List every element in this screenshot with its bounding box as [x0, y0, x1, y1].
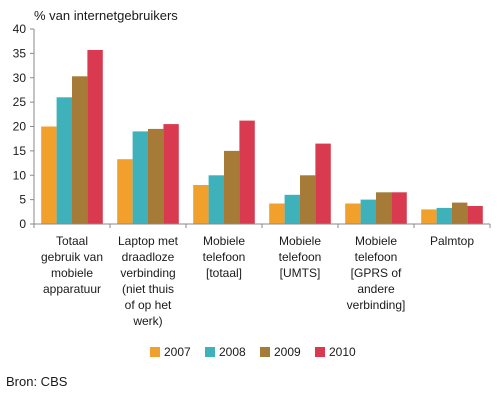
- bar-2010-cat-1: [163, 124, 179, 224]
- x-category-label: telefoon: [355, 250, 398, 264]
- bar-2009-cat-3: [300, 175, 316, 225]
- y-tick-label: 30: [13, 71, 27, 85]
- legend-swatch-2008: [205, 347, 215, 357]
- x-category-label: verbinding]: [347, 298, 406, 312]
- y-tick-label: 25: [13, 95, 27, 109]
- bar-2008-cat-0: [56, 97, 72, 225]
- y-axis-ticks: 0 5 10 15 20 25 30 35 40: [13, 22, 34, 231]
- legend-swatch-2009: [260, 347, 270, 357]
- x-category-label: Mobiele: [203, 234, 245, 248]
- source-note: Bron: CBS: [6, 374, 68, 389]
- bar-2007-cat-0: [41, 126, 57, 224]
- y-tick-label: 35: [13, 46, 27, 60]
- x-category-label: Mobiele: [355, 234, 397, 248]
- x-category-label: werk): [132, 314, 162, 328]
- x-category-label: gebruik van: [41, 250, 103, 264]
- bar-2008-cat-5: [436, 207, 452, 224]
- bars: [33, 50, 491, 228]
- bar-2007-cat-4: [345, 203, 361, 224]
- legend-label-2009: 2009: [274, 345, 301, 359]
- bar-2009-cat-5: [452, 202, 468, 224]
- bar-2007-cat-5: [421, 209, 437, 224]
- legend-label-2010: 2010: [329, 345, 356, 359]
- y-tick-label: 5: [19, 193, 26, 207]
- x-category-label: verbinding: [120, 266, 175, 280]
- y-tick-label: 15: [13, 144, 27, 158]
- bar-2010-cat-5: [467, 206, 483, 224]
- y-tick-label: 10: [13, 168, 27, 182]
- bar-2008-cat-1: [132, 131, 148, 224]
- bar-2010-cat-3: [315, 143, 331, 224]
- legend-swatch-2007: [150, 347, 160, 357]
- bar-2010-cat-0: [87, 50, 103, 224]
- bar-2007-cat-1: [117, 159, 133, 224]
- x-category-label: mobiele: [51, 266, 93, 280]
- legend: 2007 2008 2009 2010: [150, 345, 356, 359]
- bar-2008-cat-3: [284, 194, 300, 225]
- bar-2007-cat-3: [269, 203, 285, 224]
- x-category-label: Totaal: [56, 234, 88, 248]
- y-tick-label: 0: [19, 217, 26, 231]
- legend-label-2007: 2007: [164, 345, 191, 359]
- bar-2010-cat-4: [391, 192, 407, 224]
- bar-2007-cat-2: [193, 185, 209, 224]
- x-category-label: Mobiele: [279, 234, 321, 248]
- x-category-label: Palmtop: [430, 234, 474, 248]
- x-category-label: [UMTS]: [280, 266, 321, 280]
- x-category-label: [GPRS of: [351, 266, 402, 280]
- bar-2009-cat-1: [148, 128, 164, 224]
- x-category-label: Laptop met: [118, 234, 179, 248]
- legend-label-2008: 2008: [219, 345, 246, 359]
- x-category-label: of op het: [125, 298, 172, 312]
- y-tick-label: 40: [13, 22, 27, 36]
- x-category-label: andere: [357, 282, 395, 296]
- x-category-label: telefoon: [203, 250, 246, 264]
- x-category-label: (niet thuis: [122, 282, 174, 296]
- x-category-label: [totaal]: [206, 266, 242, 280]
- y-axis-label: % van internetgebruikers: [34, 8, 178, 23]
- x-category-label: telefoon: [279, 250, 322, 264]
- bar-2010-cat-2: [239, 120, 255, 224]
- y-tick-label: 20: [13, 120, 27, 134]
- bar-2008-cat-4: [360, 199, 376, 224]
- x-category-label: apparatuur: [43, 282, 101, 296]
- bar-2008-cat-2: [208, 175, 224, 225]
- bar-2009-cat-4: [376, 192, 392, 224]
- x-axis-categories: Totaal gebruik van mobiele apparatuur Laptop…: [41, 234, 474, 328]
- legend-swatch-2010: [315, 347, 325, 357]
- bar-2009-cat-0: [72, 76, 88, 224]
- bar-2009-cat-2: [224, 150, 240, 224]
- x-category-label: draadloze: [122, 250, 175, 264]
